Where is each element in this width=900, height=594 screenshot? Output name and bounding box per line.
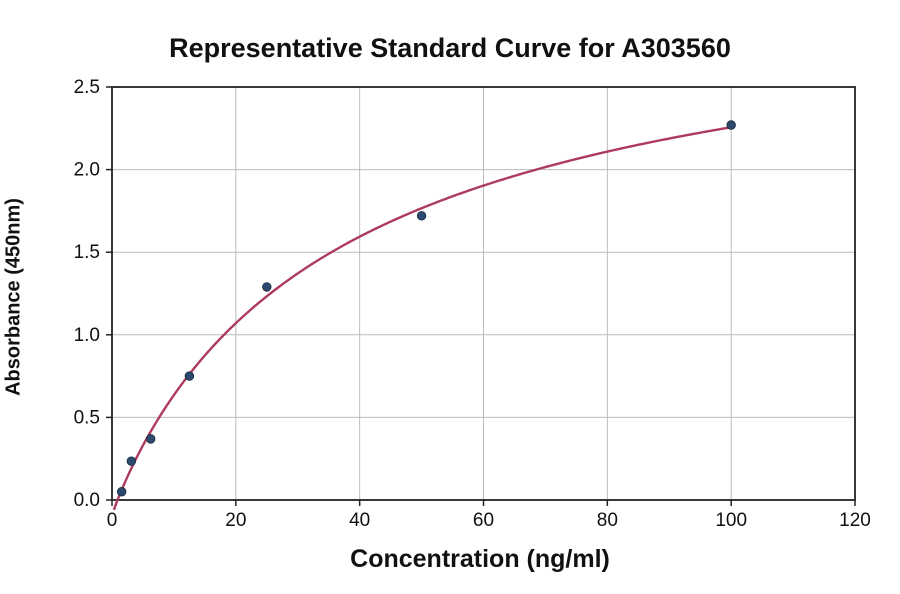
svg-text:2.0: 2.0 — [74, 160, 100, 181]
svg-text:2.5: 2.5 — [74, 77, 100, 98]
svg-text:80: 80 — [597, 510, 618, 531]
svg-text:20: 20 — [225, 510, 246, 531]
svg-text:60: 60 — [473, 510, 494, 531]
svg-text:40: 40 — [349, 510, 370, 531]
svg-text:0.5: 0.5 — [74, 407, 100, 428]
svg-text:0: 0 — [107, 510, 118, 531]
svg-text:1.5: 1.5 — [74, 242, 100, 263]
svg-text:0.0: 0.0 — [74, 490, 100, 511]
svg-text:120: 120 — [839, 510, 871, 531]
svg-text:100: 100 — [715, 510, 747, 531]
svg-text:1.0: 1.0 — [74, 325, 100, 346]
